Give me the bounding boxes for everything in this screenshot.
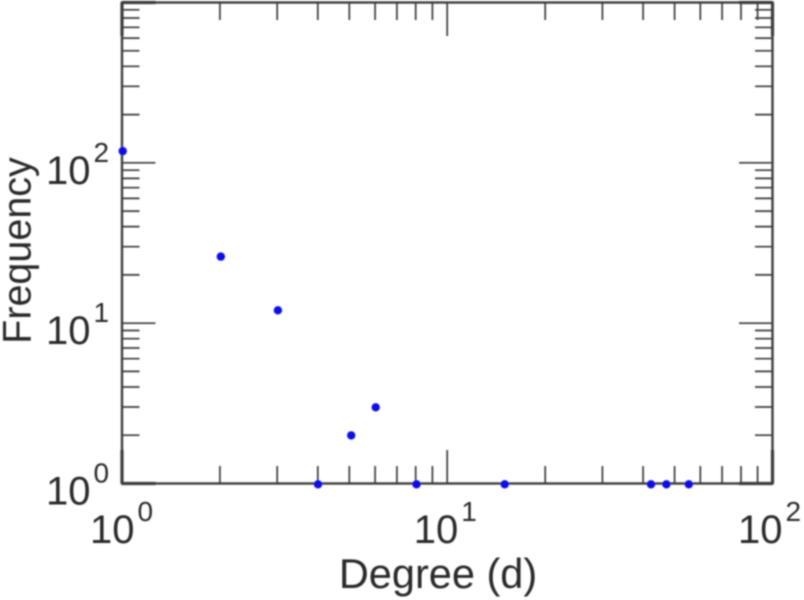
- svg-text:Frequency: Frequency: [0, 157, 40, 344]
- svg-text:Degree (d): Degree (d): [339, 550, 537, 597]
